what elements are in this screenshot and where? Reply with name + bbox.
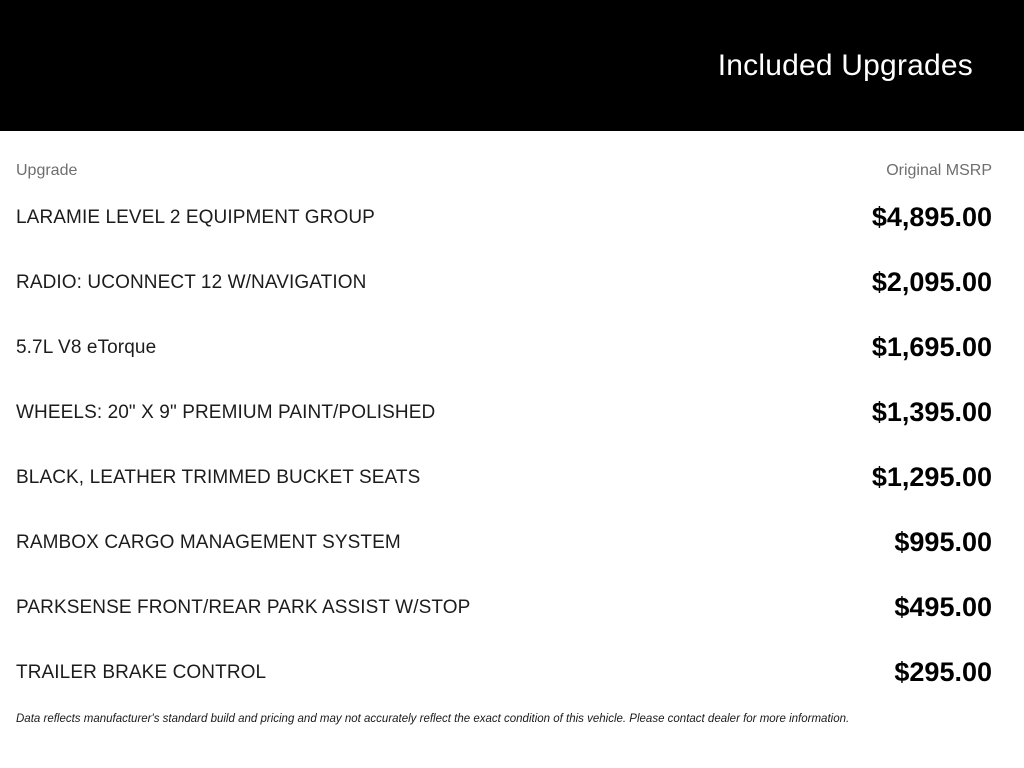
upgrade-price: $1,295.00 [871, 462, 992, 492]
table-row: 5.7L V8 eTorque $1,695.00 [16, 315, 992, 380]
upgrade-price: $495.00 [894, 592, 992, 622]
upgrade-label: 5.7L V8 eTorque [16, 336, 157, 358]
page-title: Included Upgrades [717, 48, 973, 82]
upgrade-label: BLACK, LEATHER TRIMMED BUCKET SEATS [16, 466, 421, 488]
upgrade-price: $1,695.00 [871, 332, 992, 362]
upgrades-table: LARAMIE LEVEL 2 EQUIPMENT GROUP $4,895.00… [16, 185, 992, 705]
upgrade-label: PARKSENSE FRONT/REAR PARK ASSIST W/STOP [16, 596, 471, 618]
column-header-upgrade: Upgrade [16, 161, 78, 179]
upgrade-label: RADIO: UCONNECT 12 W/NAVIGATION [16, 271, 367, 293]
upgrade-price: $995.00 [894, 527, 992, 557]
upgrade-label: LARAMIE LEVEL 2 EQUIPMENT GROUP [16, 206, 375, 228]
table-row: WHEELS: 20" X 9" PREMIUM PAINT/POLISHED $… [16, 380, 992, 445]
table-header-row: Upgrade Original MSRP [16, 161, 992, 180]
table-row: PARKSENSE FRONT/REAR PARK ASSIST W/STOP $… [16, 575, 992, 640]
table-row: LARAMIE LEVEL 2 EQUIPMENT GROUP $4,895.00 [16, 185, 992, 250]
upgrade-price: $2,095.00 [871, 267, 992, 297]
upgrade-price: $1,395.00 [871, 397, 992, 427]
table-row: RAMBOX CARGO MANAGEMENT SYSTEM $995.00 [16, 510, 992, 575]
page-header: Included Upgrades [0, 0, 1024, 131]
upgrade-price: $4,895.00 [871, 202, 992, 232]
table-row: RADIO: UCONNECT 12 W/NAVIGATION $2,095.00 [16, 250, 992, 315]
table-row: BLACK, LEATHER TRIMMED BUCKET SEATS $1,29… [16, 445, 992, 510]
column-header-original-msrp: Original MSRP [886, 161, 992, 179]
upgrade-label: WHEELS: 20" X 9" PREMIUM PAINT/POLISHED [16, 401, 436, 423]
upgrades-content: Upgrade Original MSRP LARAMIE LEVEL 2 EQ… [0, 161, 1024, 727]
upgrade-price: $295.00 [894, 657, 992, 687]
table-row: TRAILER BRAKE CONTROL $295.00 [16, 640, 992, 705]
disclaimer-text: Data reflects manufacturer's standard bu… [16, 713, 850, 725]
upgrade-label: TRAILER BRAKE CONTROL [16, 661, 267, 683]
upgrade-label: RAMBOX CARGO MANAGEMENT SYSTEM [16, 531, 401, 553]
